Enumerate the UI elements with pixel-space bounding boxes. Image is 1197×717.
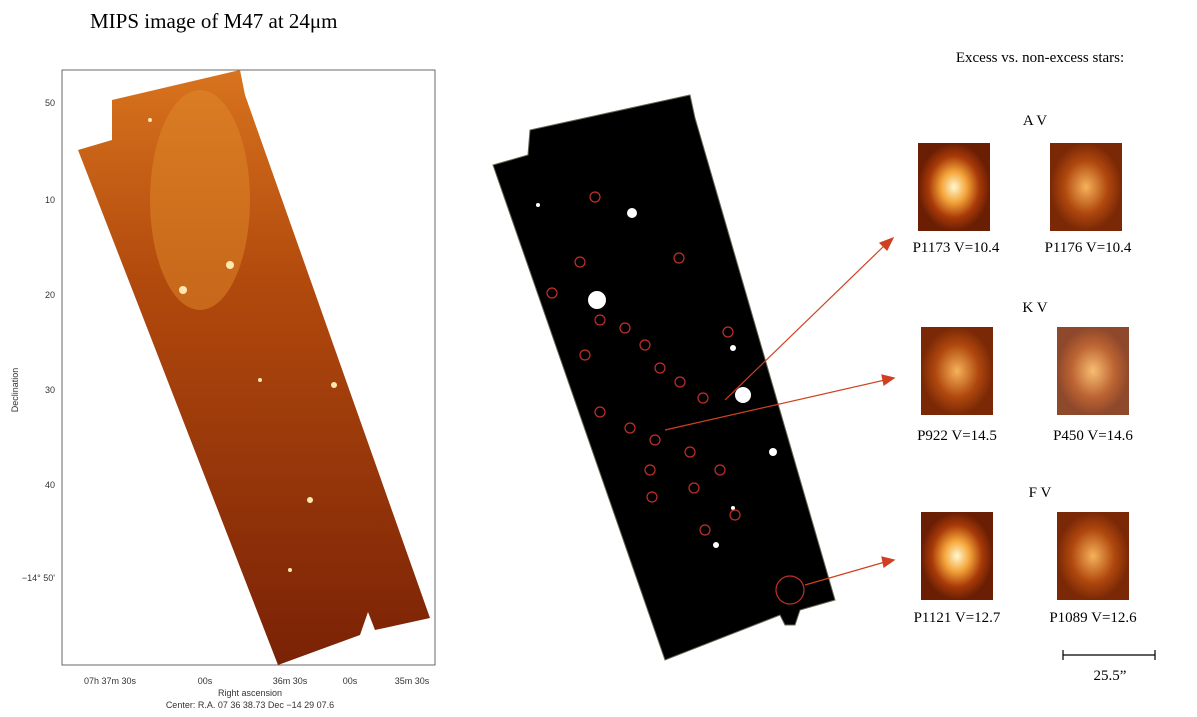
optical-stars [536, 203, 777, 548]
y-tick-label: 50 [45, 98, 55, 108]
x-tick-label: 07h 37m 30s [84, 676, 137, 686]
group-av: A V P1173 V=10.4 P1176 V=10.4 [913, 113, 1132, 256]
group-kv: K V P922 V=14.5 P450 V=14.6 [917, 300, 1133, 444]
thumbnail [921, 327, 993, 415]
x-tick-label: 36m 30s [273, 676, 308, 686]
group-label: F V [1029, 485, 1052, 501]
nebula [150, 90, 250, 310]
ir-image [78, 70, 430, 665]
group-label: K V [1022, 300, 1047, 316]
ir-stars [148, 118, 337, 572]
x-axis-label: Right ascension [218, 688, 282, 698]
center-coords: Center: R.A. 07 36 38.73 Dec −14 29 07.6 [166, 700, 334, 710]
heading: Excess vs. non-excess stars: [956, 50, 1124, 66]
star-label: P1173 V=10.4 [913, 240, 1000, 256]
x-tick-label: 35m 30s [395, 676, 430, 686]
y-tick-label: 40 [45, 480, 55, 490]
thumbnail [918, 143, 990, 231]
star-label: P922 V=14.5 [917, 428, 997, 444]
y-tick-label: 20 [45, 290, 55, 300]
selection-circles [546, 191, 805, 605]
thumbnail [1057, 327, 1129, 415]
y-tick-label: 10 [45, 195, 55, 205]
thumbnail [1057, 512, 1129, 600]
scale-bar [1062, 650, 1156, 660]
y-tick-label: −14° 50' [22, 573, 55, 583]
star-label: P450 V=14.6 [1053, 428, 1133, 444]
x-tick-label: 00s [198, 676, 213, 686]
group-label: A V [1023, 113, 1047, 129]
plot-frame [61, 69, 436, 666]
y-axis-label: Declination [10, 368, 20, 413]
optical-image [492, 94, 836, 661]
star-label: P1121 V=12.7 [914, 610, 1001, 626]
star-label: P1089 V=12.6 [1049, 610, 1137, 626]
group-fv: F V P1121 V=12.7 P1089 V=12.6 [914, 485, 1138, 626]
thumbnail [921, 512, 993, 600]
x-tick-label: 00s [343, 676, 358, 686]
scale-label: 25.5” [1094, 668, 1127, 684]
arrows [664, 236, 896, 586]
thumbnail [1050, 143, 1122, 231]
y-tick-label: 30 [45, 385, 55, 395]
title: MIPS image of M47 at 24μm [90, 9, 338, 33]
star-label: P1176 V=10.4 [1045, 240, 1132, 256]
